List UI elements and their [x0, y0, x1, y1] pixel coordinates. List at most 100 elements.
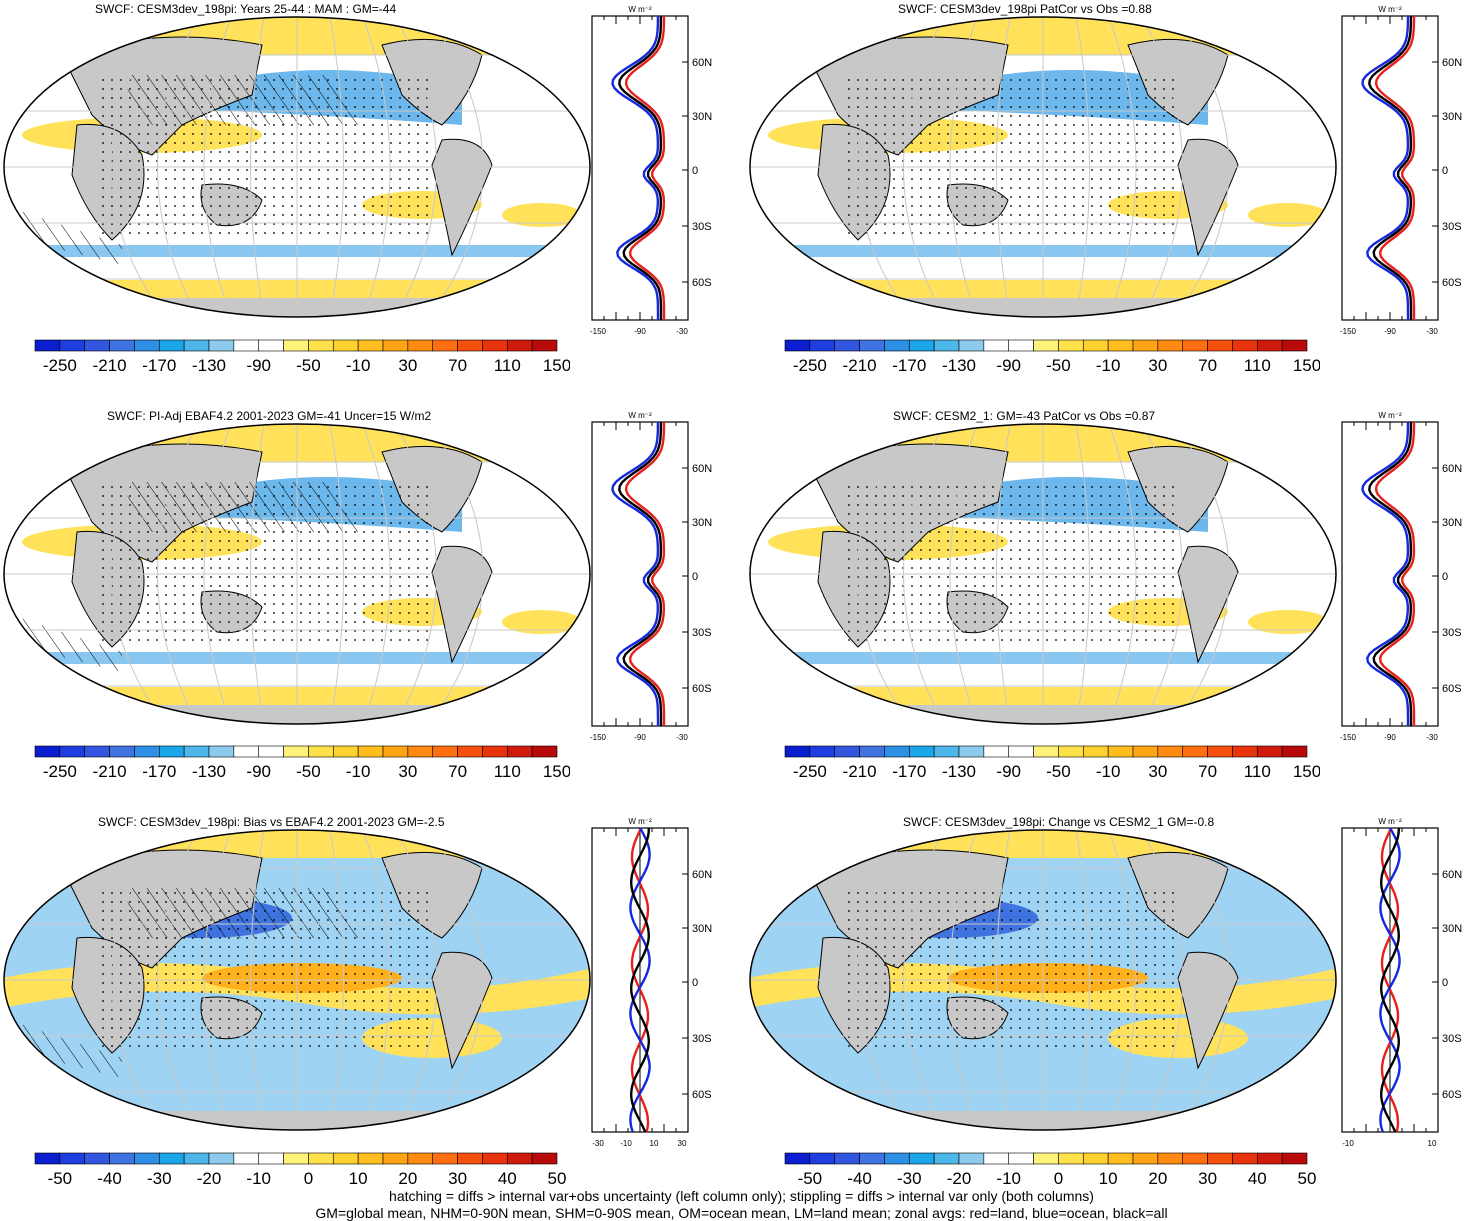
zonal-ocean-curve — [1379, 827, 1401, 1133]
map-border — [3, 829, 591, 1131]
colorbar-tick-label: -50 — [296, 762, 321, 781]
colorbar-tick-label: 0 — [304, 1169, 313, 1188]
zonal-tick-label: -30 — [676, 327, 688, 336]
colorbar-swatch — [884, 1152, 910, 1165]
graticule-longitude — [1108, 830, 1137, 1130]
colorbar-tick-label: -10 — [246, 1169, 271, 1188]
hatching — [4, 1018, 122, 1078]
colorbar-swatch — [134, 1152, 160, 1165]
land-mass — [1177, 138, 1239, 257]
colorbar-swatch — [1182, 339, 1208, 352]
colorbar-tick-label: 30 — [398, 356, 417, 375]
colorbar-swatch — [233, 1152, 260, 1165]
colorbar-swatch — [1232, 339, 1258, 352]
zonal-all-curve — [618, 15, 663, 320]
colorbar-tick-label: 10 — [349, 1169, 368, 1188]
colorbar-swatch — [531, 339, 558, 352]
colorbar-swatch — [834, 339, 860, 352]
colorbar-swatch — [884, 745, 910, 758]
zonal-tick-label: -10 — [1342, 1139, 1354, 1148]
colorbar-swatch — [859, 745, 885, 758]
land-mass — [431, 138, 493, 257]
colorbar-swatch — [958, 1152, 985, 1165]
colorbar-swatch — [1132, 339, 1159, 352]
zonal-tick-label: 30 — [678, 1139, 687, 1148]
colorbar-tick-label: 40 — [1248, 1169, 1267, 1188]
zonal-lat-label: 60S — [1442, 1089, 1462, 1101]
zonal-lat-label: 60S — [1442, 683, 1462, 695]
colorbar-swatch — [1107, 745, 1134, 758]
zonal-lat-label: 0 — [692, 165, 698, 177]
hatching — [122, 75, 362, 125]
colorbar-tick-label: 150 — [1293, 762, 1320, 781]
colorbar-tick-label: 110 — [494, 762, 521, 781]
hatching — [122, 482, 362, 532]
colorbar-2: -250 -210 -170 -130 -90 -50 -10 30 70 110 150 — [784, 339, 1320, 375]
colorbar-swatch — [183, 1152, 210, 1165]
colorbar-tick-label: -50 — [1046, 356, 1071, 375]
zonal-mean-plot-4: W m⁻² 60N 30N 0 30S 60S -150 -90 -30 — [1340, 411, 1462, 742]
zonal-lat-label: 60S — [692, 1089, 712, 1101]
colorbar-tick-label: -40 — [97, 1169, 122, 1188]
colorbar-tick-label: -170 — [892, 356, 926, 375]
graticule-longitude — [949, 424, 978, 724]
colorbar-swatch — [134, 745, 160, 758]
colorbar-swatch — [382, 745, 409, 758]
colorbar-swatch — [884, 339, 910, 352]
map-border — [749, 16, 1337, 318]
colorbar-swatch — [834, 745, 860, 758]
colorbar-swatch — [158, 1152, 185, 1165]
colorbar-swatch — [1107, 1152, 1134, 1165]
zonal-lat-label: 60S — [692, 277, 712, 289]
colorbar-swatch — [933, 1152, 960, 1165]
colorbar-tick-label: 70 — [448, 762, 467, 781]
graticule-longitude — [203, 424, 232, 724]
colorbar-tick-label: 70 — [1198, 356, 1217, 375]
colorbar-swatch — [1132, 745, 1159, 758]
colorbar-swatch — [1058, 1152, 1084, 1165]
graticule-longitude — [1174, 830, 1230, 1130]
zonal-lat-label: 30S — [1442, 627, 1462, 639]
graticule-longitude — [157, 17, 199, 317]
colorbar-swatch — [1207, 1152, 1233, 1165]
zonal-lat-label: 30S — [692, 627, 712, 639]
colorbar-swatch — [432, 1152, 458, 1165]
zonal-lat-label: 0 — [692, 977, 698, 989]
colorbar-swatch — [1033, 339, 1059, 352]
zonal-tick-label: 10 — [1428, 1139, 1437, 1148]
colorbar-swatch — [59, 745, 86, 758]
colorbar-swatch — [308, 745, 334, 758]
zonal-unit-label: W m⁻² — [1378, 5, 1402, 14]
land-mass — [431, 545, 493, 664]
zonal-unit-label: W m⁻² — [628, 817, 652, 826]
zonal-lat-label: 30N — [692, 517, 712, 529]
colorbar-swatch — [834, 1152, 860, 1165]
zonal-lat-label: 30S — [1442, 1033, 1462, 1045]
colorbar-swatch — [332, 745, 359, 758]
graticule-longitude — [1174, 17, 1230, 317]
colorbar-swatch — [357, 339, 384, 352]
graticule-longitude — [395, 830, 437, 1130]
colorbar-swatch — [432, 339, 458, 352]
colorbar-swatch — [407, 745, 434, 758]
colorbar-tick-label: 70 — [1198, 762, 1217, 781]
colorbar-swatch — [958, 339, 985, 352]
colorbar-swatch — [208, 1152, 235, 1165]
colorbar-swatch — [308, 339, 334, 352]
zonal-ocean-curve — [1361, 15, 1410, 320]
colorbar-tick-label: -50 — [798, 1169, 823, 1188]
zonal-lat-label: 60N — [692, 57, 712, 69]
colorbar-swatch — [183, 745, 210, 758]
colorbar-swatch — [506, 1152, 533, 1165]
colorbar-swatch — [859, 1152, 885, 1165]
zonal-tick-label: 10 — [650, 1139, 659, 1148]
zonal-land-curve — [624, 422, 666, 726]
colorbar-tick-label: -40 — [847, 1169, 872, 1188]
zonal-mean-plot-3: W m⁻² 60N 30N 0 30S 60S -150 -90 -30 — [590, 411, 712, 742]
colorbar-tick-label: 110 — [1244, 356, 1271, 375]
zonal-mean-plot-5: W m⁻² 60N 30N 0 30S 60S -30 -10 10 30 — [591, 817, 712, 1148]
colorbar-swatch — [983, 745, 1010, 758]
zonal-all-curve — [1379, 827, 1401, 1133]
zonal-tick-label: -150 — [590, 327, 607, 336]
graticule-longitude — [329, 830, 344, 1130]
